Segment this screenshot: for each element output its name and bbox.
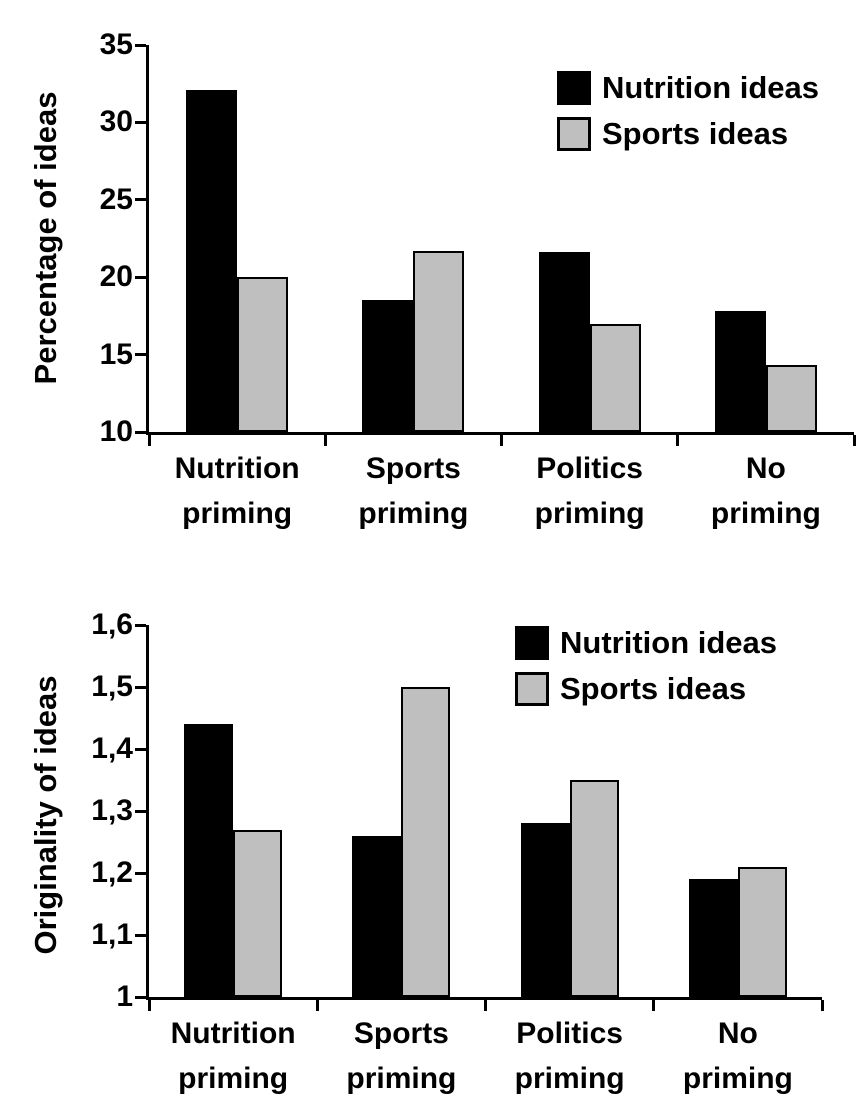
category-label-line: Politics xyxy=(536,452,643,485)
bar-nutrition-ideas-3 xyxy=(688,879,738,997)
category-label-line: No xyxy=(717,1017,758,1050)
bar-nutrition-ideas-0 xyxy=(184,724,234,997)
x-tick-mark xyxy=(323,435,327,446)
category-label-line: priming xyxy=(514,1062,625,1095)
category-label-line: Sports xyxy=(353,1017,449,1050)
category-label-line: priming xyxy=(346,1062,457,1095)
category-label: Nutrition priming xyxy=(149,446,325,536)
bar-nutrition-ideas-3 xyxy=(714,311,766,432)
y-tick-mark xyxy=(135,685,146,689)
y-tick-label: 30 xyxy=(99,105,133,139)
x-tick-mark xyxy=(852,435,856,446)
category-label-line: priming xyxy=(182,497,293,530)
category-label-line: Nutrition xyxy=(170,1017,296,1050)
y-tick-label: 1,1 xyxy=(91,918,133,951)
y-tick-label: 1,3 xyxy=(91,794,133,827)
sports-ideas-swatch-icon xyxy=(557,117,591,151)
y-tick-mark xyxy=(135,623,146,627)
y-tick-mark xyxy=(135,747,146,751)
legend-item: Sports ideas xyxy=(557,117,819,151)
legend-label: Sports ideas xyxy=(602,116,789,151)
x-tick-mark xyxy=(652,1000,656,1011)
legend-label: Nutrition ideas xyxy=(602,70,820,105)
bar-sports-ideas-1 xyxy=(413,250,465,432)
y-tick-label: 1,5 xyxy=(91,670,133,703)
y-tick-mark xyxy=(135,995,146,999)
category-label: No priming xyxy=(678,446,854,536)
bar-sports-ideas-2 xyxy=(589,323,641,432)
category-label-line: priming xyxy=(358,497,469,530)
bar-nutrition-ideas-2 xyxy=(538,252,590,432)
plot-area: Nutrition ideas Sports ideas 35 30 25 20 15 10… xyxy=(100,28,856,530)
bar-nutrition-ideas-0 xyxy=(186,89,238,432)
bar-sports-ideas-3 xyxy=(737,866,787,997)
y-tick-label: 1,2 xyxy=(91,856,133,889)
y-tick-mark xyxy=(135,198,146,202)
y-tick-mark xyxy=(135,809,146,813)
bar-nutrition-ideas-1 xyxy=(362,300,414,432)
y-tick-label: 1,4 xyxy=(91,732,133,765)
legend-item: Sports ideas xyxy=(515,672,777,706)
category-label-line: priming xyxy=(710,497,821,530)
x-tick-mark xyxy=(315,1000,319,1011)
bar-sports-ideas-3 xyxy=(765,365,817,432)
y-tick-label: 20 xyxy=(99,260,133,294)
y-tick-mark xyxy=(135,120,146,124)
category-label: Sports priming xyxy=(325,446,501,536)
x-tick-mark xyxy=(147,1000,151,1011)
bar-sports-ideas-1 xyxy=(401,687,451,997)
y-tick-mark xyxy=(135,43,146,47)
x-tick-mark xyxy=(676,435,680,446)
y-tick-label: 1 xyxy=(116,980,133,1013)
category-label-line: priming xyxy=(178,1062,289,1095)
legend-label: Nutrition ideas xyxy=(560,625,778,660)
bar-sports-ideas-2 xyxy=(569,780,619,997)
y-axis-title: Percentage of ideas xyxy=(28,91,63,385)
category-label: Nutrition priming xyxy=(149,1011,317,1101)
bar-nutrition-ideas-1 xyxy=(352,835,402,997)
legend-item: Nutrition ideas xyxy=(557,71,819,105)
y-tick-label: 15 xyxy=(99,337,133,371)
legend-item: Nutrition ideas xyxy=(515,626,777,660)
category-label: Sports priming xyxy=(317,1011,485,1101)
y-tick-label: 25 xyxy=(99,182,133,216)
bar-nutrition-ideas-2 xyxy=(520,823,570,997)
category-label: No priming xyxy=(654,1011,822,1101)
legend: Nutrition ideas Sports ideas xyxy=(557,71,819,163)
nutrition-ideas-swatch-icon xyxy=(557,71,591,105)
y-tick-mark xyxy=(135,933,146,937)
sports-ideas-swatch-icon xyxy=(515,672,549,706)
y-tick-label: 10 xyxy=(99,415,133,448)
x-tick-mark xyxy=(484,1000,487,1011)
y-tick-mark xyxy=(135,430,146,434)
y-axis-title: Originality of ideas xyxy=(28,675,63,955)
category-label-line: priming xyxy=(682,1062,793,1095)
category-label: Politics priming xyxy=(486,1011,654,1101)
category-label-line: No xyxy=(745,452,786,485)
x-tick-mark xyxy=(820,1000,824,1011)
legend: Nutrition ideas Sports ideas xyxy=(515,626,777,718)
plot-area: Nutrition ideas Sports ideas 1,6 1,5 1,4 1,3… xyxy=(91,608,824,1095)
category-label-line: Nutrition xyxy=(174,452,300,485)
x-tick-mark xyxy=(500,435,503,446)
y-tick-mark xyxy=(135,871,146,875)
y-tick-mark xyxy=(135,353,146,357)
category-label-line: priming xyxy=(534,497,645,530)
legend-label: Sports ideas xyxy=(560,671,747,706)
nutrition-ideas-swatch-icon xyxy=(515,626,549,660)
category-label: Politics priming xyxy=(502,446,678,536)
y-tick-label: 1,6 xyxy=(91,608,133,641)
category-label-line: Politics xyxy=(516,1017,623,1050)
bar-sports-ideas-0 xyxy=(233,829,283,997)
y-tick-mark xyxy=(135,275,146,279)
bar-sports-ideas-0 xyxy=(237,277,289,432)
x-tick-mark xyxy=(147,435,151,446)
category-label-line: Sports xyxy=(365,452,461,485)
y-tick-label: 35 xyxy=(99,28,133,61)
